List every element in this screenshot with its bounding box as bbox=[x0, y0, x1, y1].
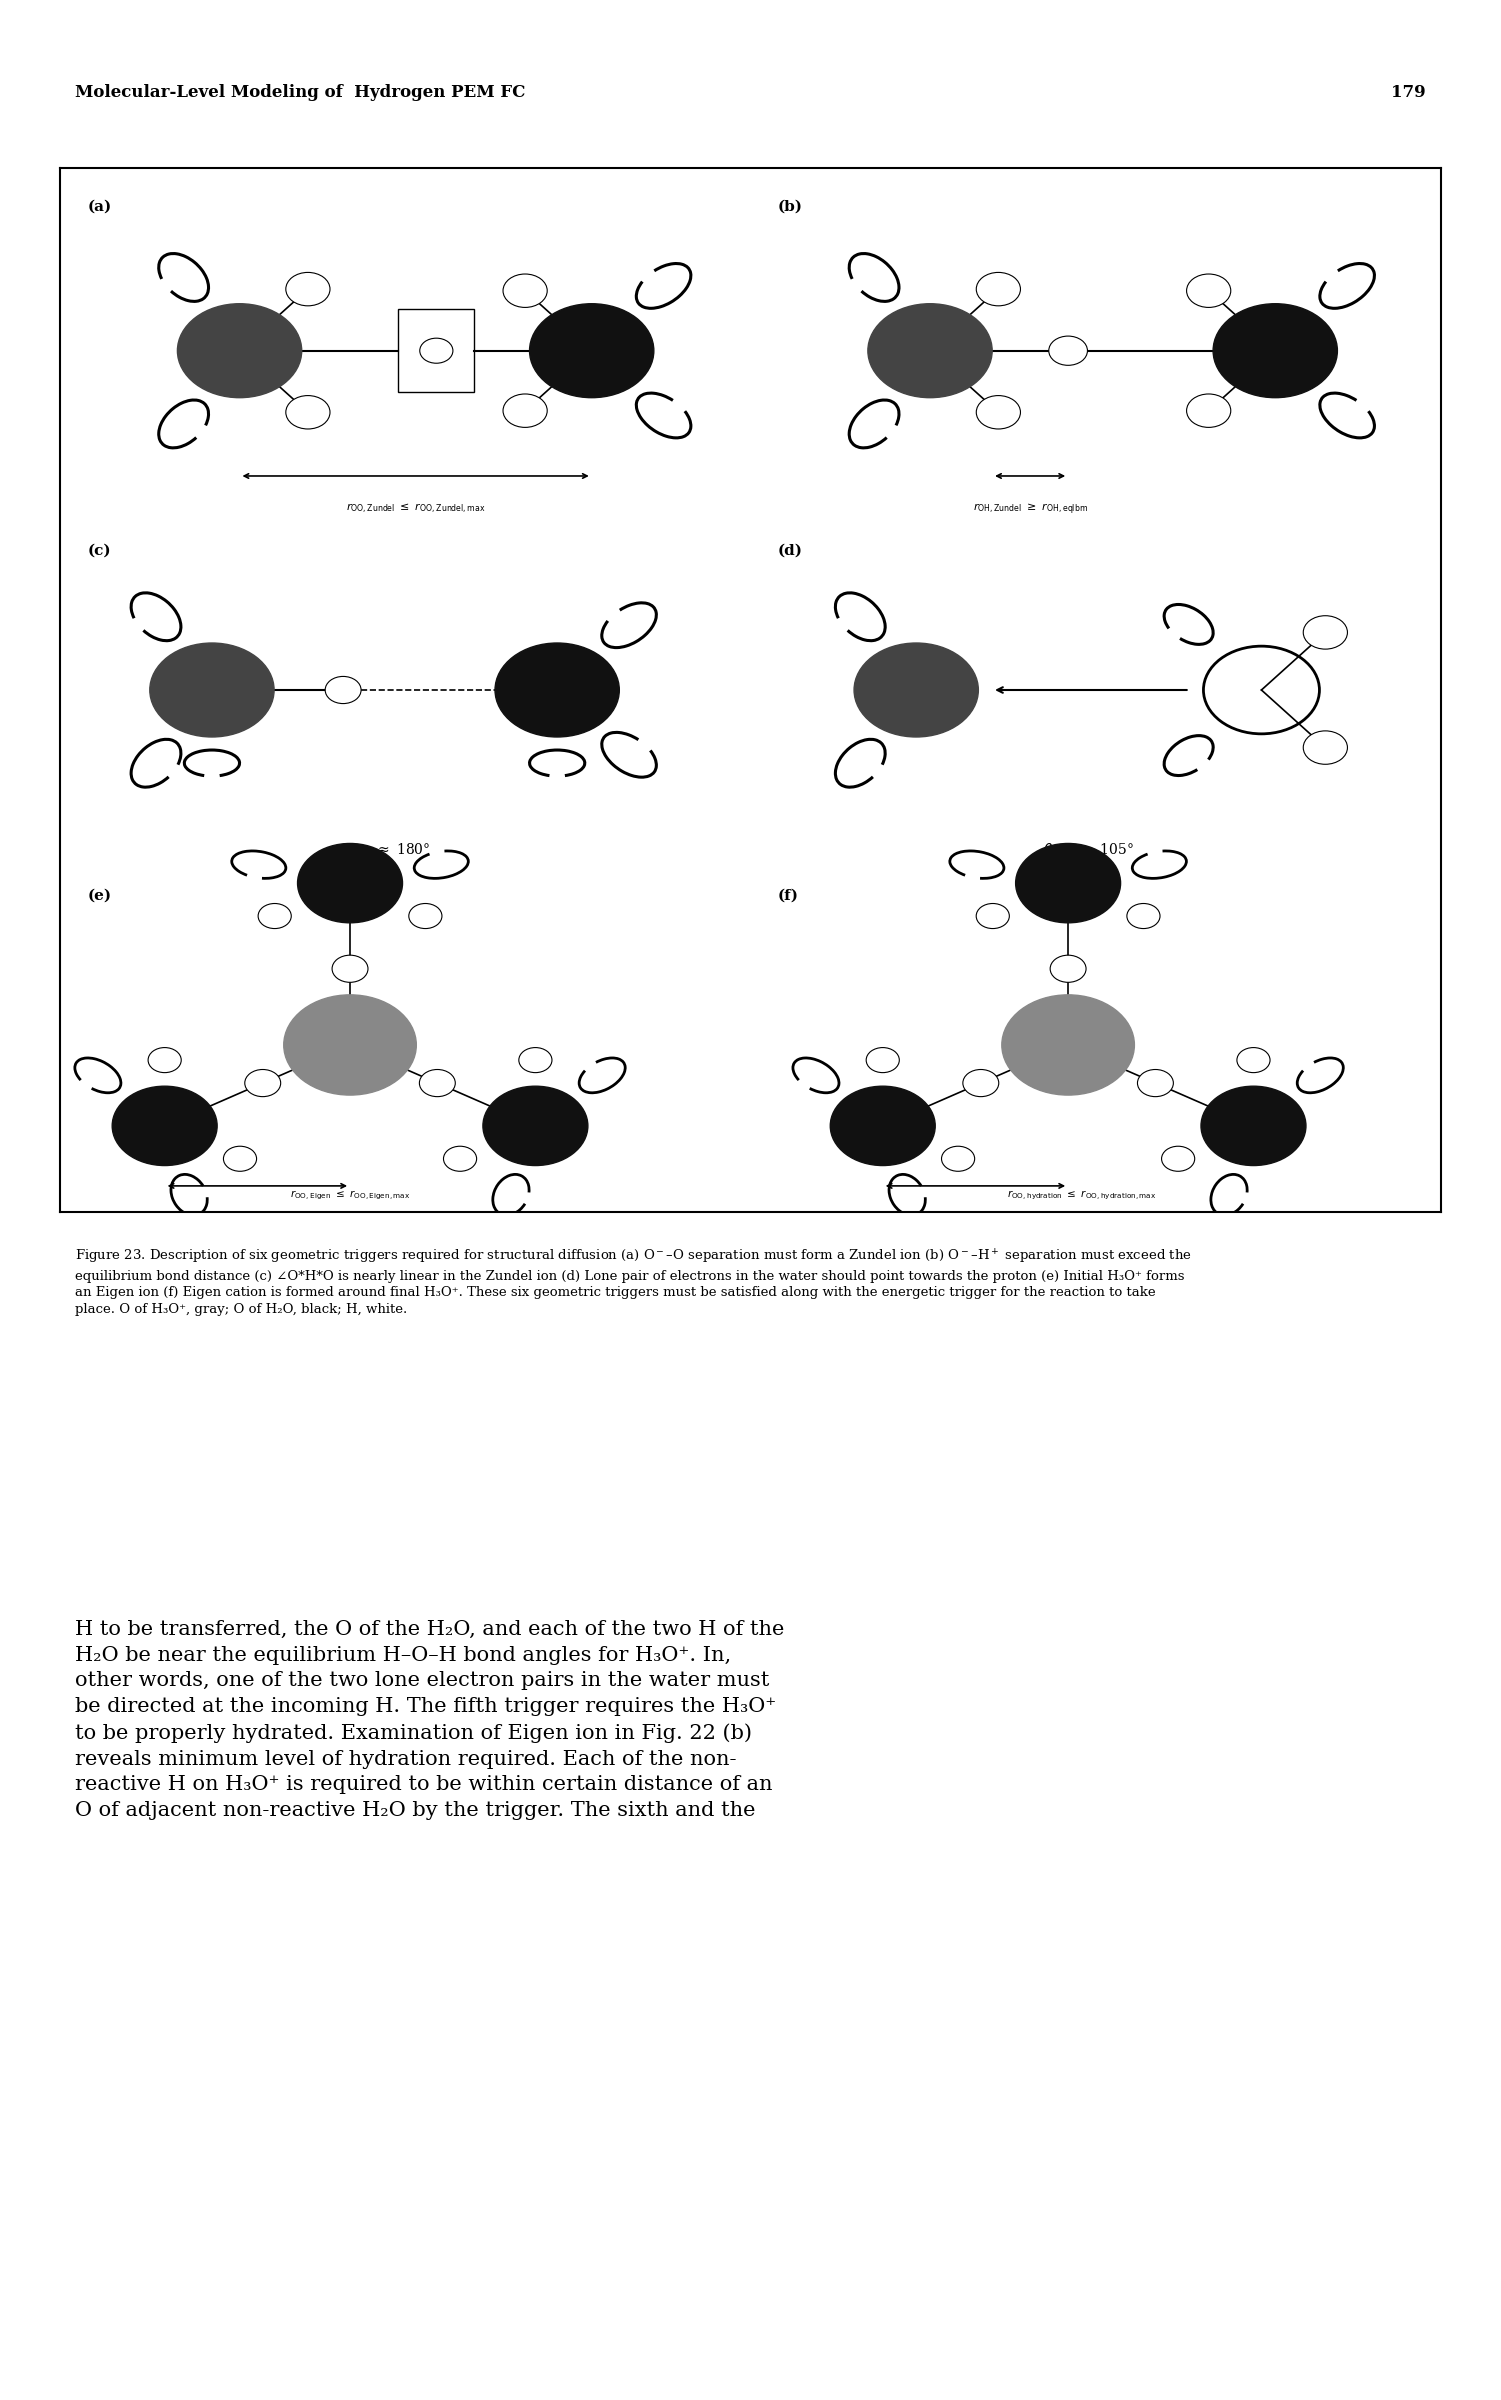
Circle shape bbox=[1049, 336, 1087, 365]
Circle shape bbox=[854, 643, 979, 737]
Text: Molecular-Level Modeling of  Hydrogen PEM FC: Molecular-Level Modeling of Hydrogen PEM… bbox=[75, 84, 525, 101]
Circle shape bbox=[976, 902, 1009, 929]
Circle shape bbox=[297, 842, 402, 924]
Text: $r_{\rm OO,hydration}$ $\leq$ $r_{\rm OO,hydration,max}$: $r_{\rm OO,hydration}$ $\leq$ $r_{\rm OO… bbox=[1007, 1188, 1157, 1202]
Text: $r_{\rm OH,Zundel}$ $\geq$ $r_{\rm OH,eqlbm}$: $r_{\rm OH,Zundel}$ $\geq$ $r_{\rm OH,eq… bbox=[973, 502, 1088, 518]
Circle shape bbox=[1001, 996, 1135, 1094]
Circle shape bbox=[1213, 305, 1337, 398]
Circle shape bbox=[1127, 902, 1160, 929]
Circle shape bbox=[1051, 955, 1087, 982]
Circle shape bbox=[868, 305, 992, 398]
Circle shape bbox=[332, 955, 368, 982]
Circle shape bbox=[443, 1147, 477, 1171]
Circle shape bbox=[1237, 1046, 1270, 1073]
Circle shape bbox=[1138, 1070, 1174, 1097]
Circle shape bbox=[503, 274, 548, 307]
Circle shape bbox=[113, 1087, 218, 1166]
Text: (d): (d) bbox=[778, 545, 803, 557]
Text: (b): (b) bbox=[778, 199, 803, 214]
Circle shape bbox=[408, 902, 441, 929]
Circle shape bbox=[284, 996, 416, 1094]
Circle shape bbox=[1303, 732, 1348, 763]
Circle shape bbox=[976, 274, 1021, 305]
Text: (a): (a) bbox=[87, 199, 113, 214]
Circle shape bbox=[1187, 394, 1231, 427]
Circle shape bbox=[866, 1046, 899, 1073]
Circle shape bbox=[150, 643, 275, 737]
Text: (e): (e) bbox=[87, 888, 111, 902]
Text: (c): (c) bbox=[87, 545, 111, 557]
Circle shape bbox=[149, 1046, 182, 1073]
Circle shape bbox=[503, 394, 548, 427]
Text: H to be transferred, the O of the H₂O, and each of the two H of the
H₂O be near : H to be transferred, the O of the H₂O, a… bbox=[75, 1620, 785, 1819]
Bar bbox=[398, 310, 474, 394]
Circle shape bbox=[1162, 1147, 1195, 1171]
Circle shape bbox=[1201, 1087, 1306, 1166]
Circle shape bbox=[530, 305, 654, 398]
Circle shape bbox=[420, 338, 453, 362]
Circle shape bbox=[495, 643, 620, 737]
Text: $\theta_{\rm OHO}$ $\approx$ 180°: $\theta_{\rm OHO}$ $\approx$ 180° bbox=[339, 842, 431, 859]
Circle shape bbox=[830, 1087, 935, 1166]
Circle shape bbox=[1303, 617, 1348, 648]
Circle shape bbox=[976, 396, 1021, 430]
Circle shape bbox=[519, 1046, 552, 1073]
Circle shape bbox=[285, 274, 330, 305]
Text: $\theta_{\rm HOH}$ $\approx$ 105°: $\theta_{\rm HOH}$ $\approx$ 105° bbox=[1043, 842, 1135, 859]
Circle shape bbox=[285, 396, 330, 430]
Text: $r_{\rm OO,Zundel}$ $\leq$ $r_{\rm OO,Zundel,max}$: $r_{\rm OO,Zundel}$ $\leq$ $r_{\rm OO,Zu… bbox=[345, 502, 485, 516]
Text: Figure 23. Description of six geometric triggers required for structural diffusi: Figure 23. Description of six geometric … bbox=[75, 1248, 1192, 1315]
Circle shape bbox=[1016, 842, 1121, 924]
Text: (f): (f) bbox=[778, 888, 799, 902]
Circle shape bbox=[245, 1070, 281, 1097]
Circle shape bbox=[258, 902, 291, 929]
Circle shape bbox=[326, 677, 362, 703]
Circle shape bbox=[177, 305, 302, 398]
Text: 179: 179 bbox=[1391, 84, 1426, 101]
Circle shape bbox=[962, 1070, 998, 1097]
Circle shape bbox=[1187, 274, 1231, 307]
Circle shape bbox=[224, 1147, 257, 1171]
Circle shape bbox=[483, 1087, 588, 1166]
Text: $r_{\rm OO,Eigen}$ $\leq$ $r_{\rm OO,Eigen,max}$: $r_{\rm OO,Eigen}$ $\leq$ $r_{\rm OO,Eig… bbox=[290, 1188, 410, 1202]
Circle shape bbox=[941, 1147, 974, 1171]
Circle shape bbox=[419, 1070, 455, 1097]
